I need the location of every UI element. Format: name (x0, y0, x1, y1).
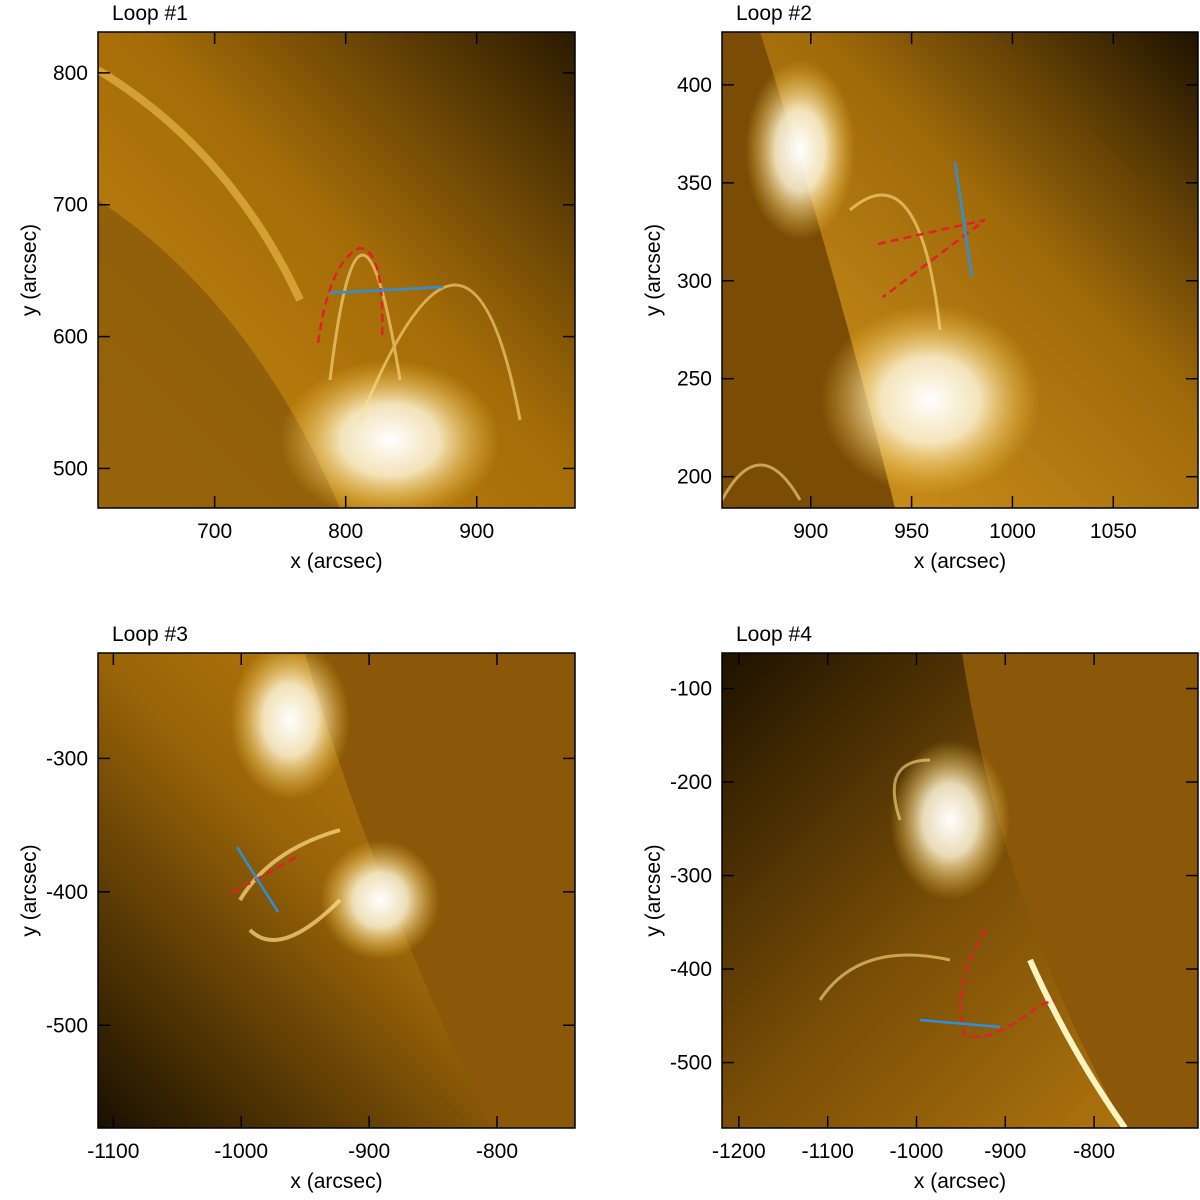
y-tick-label: -100 (670, 678, 712, 701)
y-tick-label: -500 (670, 1052, 712, 1075)
image-3 (98, 653, 575, 1128)
y-tick-label: -400 (670, 958, 712, 981)
y-tick-label: 300 (677, 270, 712, 293)
x-tick-label: -1100 (802, 1140, 854, 1163)
x-tick-label: -800 (1073, 1140, 1115, 1163)
x-tick-label: 950 (894, 520, 929, 543)
x-tick-label: 900 (793, 520, 828, 543)
y-tick-label: 200 (677, 466, 712, 489)
image-4 (722, 653, 1198, 1128)
plot-frame (721, 652, 1199, 1129)
y-axis-label: y (arcsec) (642, 224, 665, 316)
x-tick-label: -1000 (890, 1140, 944, 1163)
x-tick-label: -900 (348, 1140, 390, 1163)
x-tick-label: -1100 (87, 1140, 139, 1163)
y-tick-label: -300 (670, 865, 712, 888)
panel-title: Loop #2 (736, 2, 812, 25)
y-axis-label: y (arcsec) (18, 844, 41, 936)
x-axis-label: x (arcsec) (290, 1170, 382, 1193)
x-axis-label: x (arcsec) (290, 550, 382, 573)
y-tick-label: -300 (46, 747, 88, 770)
y-tick-label: -500 (46, 1014, 88, 1037)
x-tick-label: -900 (984, 1140, 1026, 1163)
plot-frame (721, 31, 1199, 509)
y-tick-label: 600 (53, 326, 88, 349)
y-axis-label: y (arcsec) (18, 224, 41, 316)
y-tick-label: -200 (670, 771, 712, 794)
image-1 (98, 32, 575, 508)
x-tick-label: -1000 (214, 1140, 268, 1163)
y-axis-label: y (arcsec) (642, 844, 665, 936)
x-tick-label: 1000 (989, 520, 1036, 543)
x-tick-label: -1200 (712, 1140, 766, 1163)
x-tick-label: 700 (197, 520, 232, 543)
x-tick-label: 1050 (1090, 520, 1137, 543)
x-tick-label: -800 (476, 1140, 518, 1163)
y-tick-label: 500 (53, 457, 88, 480)
y-tick-label: 800 (53, 62, 88, 85)
x-axis-label: x (arcsec) (914, 550, 1006, 573)
x-tick-label: 800 (328, 520, 363, 543)
y-tick-label: -400 (46, 881, 88, 904)
y-tick-label: 250 (677, 368, 712, 391)
y-tick-label: 350 (677, 172, 712, 195)
x-tick-label: 900 (459, 520, 494, 543)
y-tick-label: 700 (53, 194, 88, 217)
plot-frame (97, 31, 576, 509)
panel-title: Loop #4 (736, 623, 812, 646)
x-axis-label: x (arcsec) (914, 1170, 1006, 1193)
image-2 (722, 32, 1198, 508)
panel-title: Loop #1 (112, 2, 188, 25)
panel-title: Loop #3 (112, 623, 188, 646)
y-tick-label: 400 (677, 74, 712, 97)
plot-frame (97, 652, 576, 1129)
